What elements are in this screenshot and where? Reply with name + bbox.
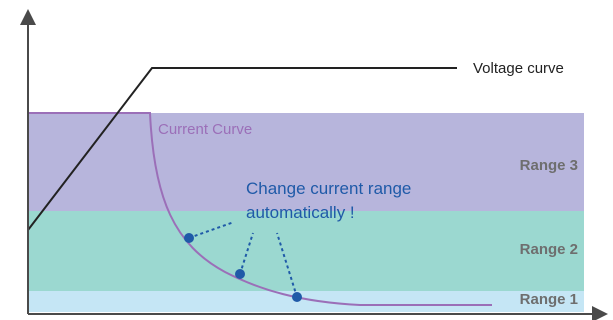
range-2-label: Range 2	[520, 241, 578, 258]
range-1-label: Range 1	[520, 291, 578, 308]
annotation-leader-2	[239, 232, 254, 275]
annotation-leader-3	[276, 232, 298, 298]
range-change-point-3	[292, 292, 302, 302]
current-curve-line	[28, 112, 492, 306]
range-3-label: Range 3	[520, 157, 578, 174]
range-change-point-2	[235, 269, 245, 279]
range-2-band	[28, 211, 584, 291]
current-curve-label: Current Curve	[158, 121, 252, 138]
annotation-line-2: automatically !	[246, 203, 355, 222]
x-axis-arrow-icon	[592, 306, 608, 320]
range-3-band	[28, 113, 584, 211]
annotation-leader-1	[188, 221, 235, 239]
voltage-curve-label: Voltage curve	[473, 60, 564, 77]
voltage-curve-line	[27, 67, 457, 231]
y-axis-arrow-icon	[20, 9, 36, 25]
range-change-point-1	[184, 233, 194, 243]
annotation-line-1: Change current range	[246, 179, 411, 198]
range-1-band	[28, 291, 584, 312]
